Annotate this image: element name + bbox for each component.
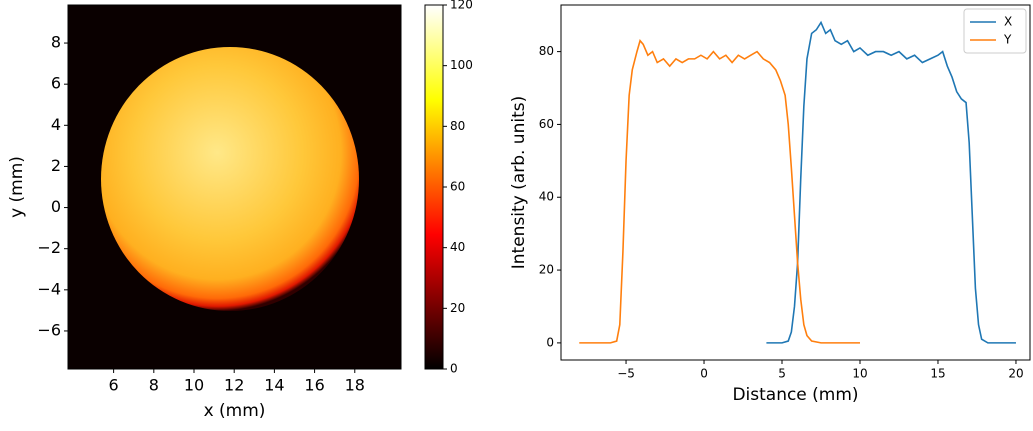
x-tick-label: 6 <box>109 376 119 395</box>
y-axis-label: y (mm) <box>7 156 27 218</box>
y-tick-label: 2 <box>51 156 61 175</box>
x-tick-label: 12 <box>224 376 244 395</box>
x-tick-label: −5 <box>617 367 635 381</box>
y-tick-label: 6 <box>51 74 61 93</box>
beam <box>101 47 359 311</box>
x-tick-label: 14 <box>264 376 284 395</box>
x-axis-label: x (mm) <box>204 401 266 421</box>
y-tick-label: 20 <box>539 263 554 277</box>
x-tick-label: 15 <box>930 367 945 381</box>
x-tick-label: 20 <box>1008 367 1023 381</box>
y-tick-label: 40 <box>539 190 554 204</box>
colorbar-tick-label: 120 <box>450 0 473 12</box>
y-tick-label: 4 <box>51 115 61 134</box>
legend-label: X <box>1004 15 1012 29</box>
y-axis-label: Intensity (arb. units) <box>509 96 529 269</box>
y-tick-label: 80 <box>539 44 554 58</box>
colorbar-tick-label: 60 <box>450 180 465 194</box>
y-tick-label: 60 <box>539 117 554 131</box>
y-tick-label: −4 <box>37 279 61 298</box>
plot-frame <box>560 4 1031 361</box>
colorbar-tick-label: 40 <box>450 240 465 254</box>
y-tick-label: 8 <box>51 33 61 52</box>
x-tick-label: 18 <box>345 376 365 395</box>
colorbar-tick-label: 20 <box>450 301 465 315</box>
x-tick-label: 5 <box>778 367 786 381</box>
colorbar-tick-label: 80 <box>450 119 465 133</box>
x-tick-label: 16 <box>304 376 324 395</box>
x-tick-label: 0 <box>700 367 708 381</box>
x-axis-label: Distance (mm) <box>732 385 858 405</box>
x-tick-label: 10 <box>852 367 867 381</box>
x-tick-label: 10 <box>184 376 204 395</box>
y-tick-label: −6 <box>37 320 61 339</box>
legend-box <box>963 8 1027 54</box>
colorbar-tick-label: 0 <box>450 362 458 376</box>
line-series <box>766 20 1016 344</box>
legend-label: Y <box>1003 33 1012 47</box>
y-tick-label: −2 <box>37 238 61 257</box>
y-tick-label: 0 <box>546 335 554 349</box>
colorbar-tick-label: 100 <box>450 58 473 72</box>
x-tick-label: 8 <box>149 376 159 395</box>
colorbar <box>424 4 444 370</box>
y-tick-label: 0 <box>51 197 61 216</box>
line-series <box>579 39 860 344</box>
